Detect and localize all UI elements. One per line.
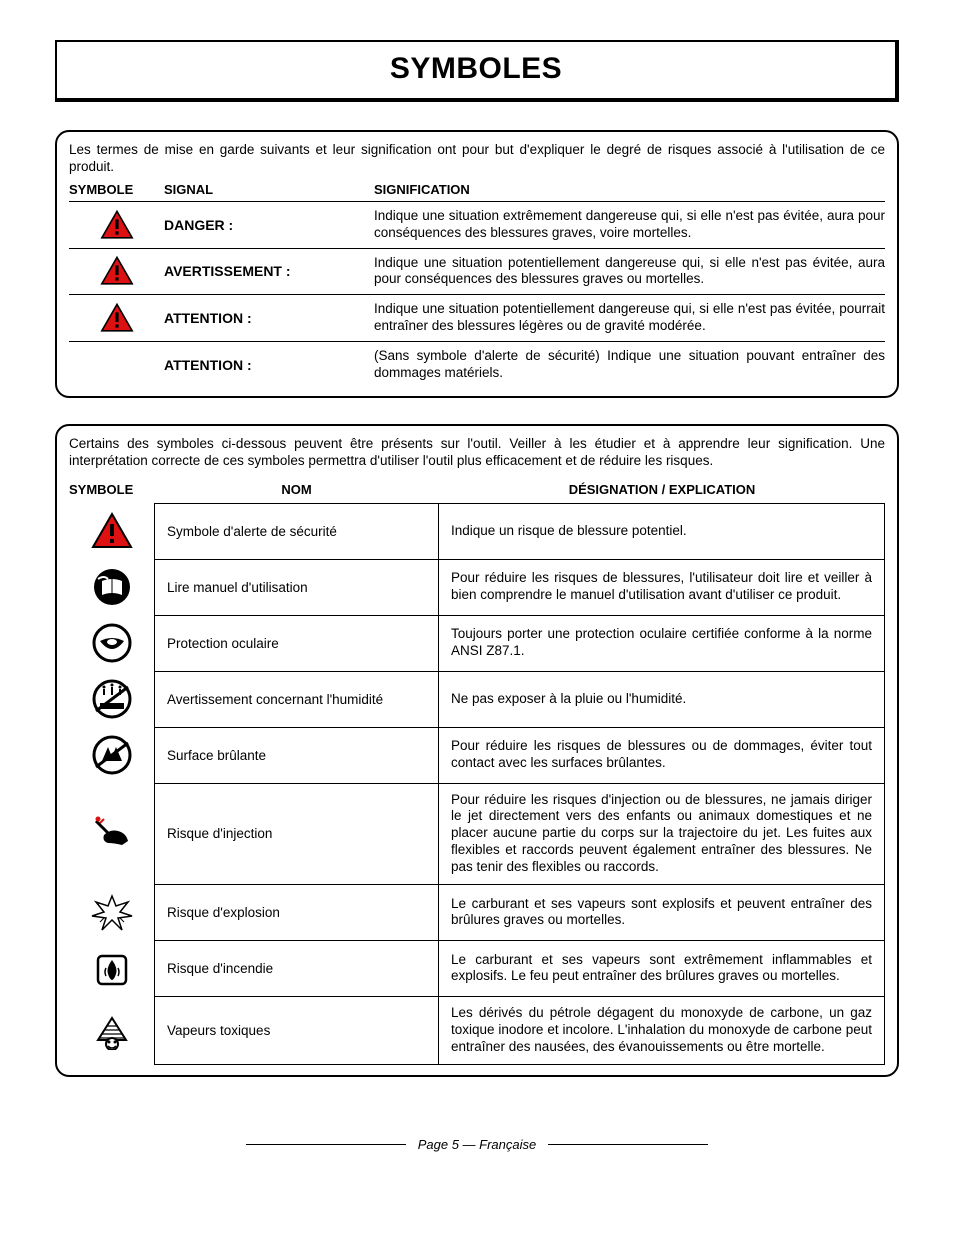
symbol-icon-cell — [69, 615, 154, 671]
symbol-description: Pour réduire les risques de blessures ou… — [439, 727, 885, 783]
footer-text: Page 5 — Française — [418, 1137, 537, 1152]
symbol-definition-table: Certains des symboles ci-dessous peuvent… — [55, 424, 899, 1077]
eye-protection-icon — [90, 623, 134, 663]
signal-header-signification: SIGNIFICATION — [374, 182, 885, 197]
symbol-header-designation: DÉSIGNATION / EXPLICATION — [439, 482, 885, 497]
symbol-row: Avertissement concernant l'humiditéNe pa… — [69, 671, 885, 727]
alert-triangle-icon — [90, 511, 134, 551]
symbol-name: Risque d'injection — [154, 783, 439, 884]
signal-row: ATTENTION :Indique une situation potenti… — [69, 294, 885, 341]
fire-risk-icon — [90, 948, 134, 988]
footer-rule-left — [246, 1144, 406, 1145]
alert-triangle-icon — [99, 255, 135, 287]
alert-triangle-icon — [99, 209, 135, 241]
symbol-name: Vapeurs toxiques — [154, 996, 439, 1065]
page-footer: Page 5 — Française — [55, 1137, 899, 1152]
symbol-icon-cell — [69, 503, 154, 559]
signal-word-table: Les termes de mise en garde suivants et … — [55, 130, 899, 398]
symbol-row: Risque d'explosionLe carburant et ses va… — [69, 884, 885, 940]
injection-risk-icon — [90, 813, 134, 853]
symbol-name: Risque d'explosion — [154, 884, 439, 940]
signal-table-header: SYMBOLE SIGNAL SIGNIFICATION — [69, 180, 885, 201]
signal-word: ATTENTION : — [164, 357, 374, 373]
symbol-description: Pour réduire les risques de blessures, l… — [439, 559, 885, 615]
symbol-description: Indique un risque de blessure potentiel. — [439, 503, 885, 559]
page-title-frame: SYMBOLES — [55, 40, 899, 102]
symbol-row: Risque d'injectionPour réduire les risqu… — [69, 783, 885, 884]
symbol-row: Protection oculaireToujours porter une p… — [69, 615, 885, 671]
symbol-description: Les dérivés du pétrole dégagent du monox… — [439, 996, 885, 1065]
symbol-row: Surface brûlantePour réduire les risques… — [69, 727, 885, 783]
hot-surface-icon — [90, 735, 134, 775]
wet-warning-icon — [90, 679, 134, 719]
alert-triangle-icon — [99, 302, 135, 334]
symbol-description: Pour réduire les risques d'injection ou … — [439, 783, 885, 884]
symbol-name: Symbole d'alerte de sécurité — [154, 503, 439, 559]
toxic-fumes-icon — [90, 1010, 134, 1050]
signal-icon-cell — [69, 302, 164, 334]
symbol-icon-cell — [69, 884, 154, 940]
symbol-row: Symbole d'alerte de sécuritéIndique un r… — [69, 503, 885, 559]
symbol-description: Toujours porter une protection oculaire … — [439, 615, 885, 671]
signal-icon-cell — [69, 209, 164, 241]
signal-header-symbole: SYMBOLE — [69, 182, 164, 197]
symbol-icon-cell — [69, 727, 154, 783]
read-manual-icon — [90, 567, 134, 607]
signal-word: DANGER : — [164, 217, 374, 233]
symbol-name: Lire manuel d'utilisation — [154, 559, 439, 615]
signal-meaning: Indique une situation extrêmement danger… — [374, 208, 885, 242]
explosion-risk-icon — [90, 892, 134, 932]
symbol-icon-cell — [69, 996, 154, 1065]
signal-meaning: Indique une situation potentiellement da… — [374, 255, 885, 289]
symbol-name: Risque d'incendie — [154, 940, 439, 996]
symbol-header-symbole: SYMBOLE — [69, 482, 154, 497]
signal-row: DANGER :Indique une situation extrêmemen… — [69, 201, 885, 248]
symbol-row: Risque d'incendieLe carburant et ses vap… — [69, 940, 885, 996]
signal-header-signal: SIGNAL — [164, 182, 374, 197]
symbol-name: Protection oculaire — [154, 615, 439, 671]
symbol-name: Surface brûlante — [154, 727, 439, 783]
signal-meaning: (Sans symbole d'alerte de sécurité) Indi… — [374, 348, 885, 382]
signal-meaning: Indique une situation potentiellement da… — [374, 301, 885, 335]
symbol-icon-cell — [69, 783, 154, 884]
symbol-description: Le carburant et ses vapeurs sont explosi… — [439, 884, 885, 940]
signal-word: ATTENTION : — [164, 310, 374, 326]
symbol-icon-cell — [69, 940, 154, 996]
page-title: SYMBOLES — [57, 52, 895, 86]
footer-rule-right — [548, 1144, 708, 1145]
signal-row: AVERTISSEMENT :Indique une situation pot… — [69, 248, 885, 295]
symbol-description: Ne pas exposer à la pluie ou l'humidité. — [439, 671, 885, 727]
signal-intro-text: Les termes de mise en garde suivants et … — [69, 142, 885, 176]
symbol-description: Le carburant et ses vapeurs sont extrême… — [439, 940, 885, 996]
signal-word: AVERTISSEMENT : — [164, 263, 374, 279]
symbol-table-header: SYMBOLE NOM DÉSIGNATION / EXPLICATION — [69, 482, 885, 503]
symbol-name: Avertissement concernant l'humidité — [154, 671, 439, 727]
symbol-icon-cell — [69, 559, 154, 615]
signal-row: ATTENTION :(Sans symbole d'alerte de séc… — [69, 341, 885, 388]
symbol-intro-text: Certains des symboles ci-dessous peuvent… — [69, 436, 885, 470]
symbol-row: Vapeurs toxiquesLes dérivés du pétrole d… — [69, 996, 885, 1065]
symbol-row: Lire manuel d'utilisationPour réduire le… — [69, 559, 885, 615]
symbol-icon-cell — [69, 671, 154, 727]
symbol-header-nom: NOM — [154, 482, 439, 497]
signal-icon-cell — [69, 255, 164, 287]
